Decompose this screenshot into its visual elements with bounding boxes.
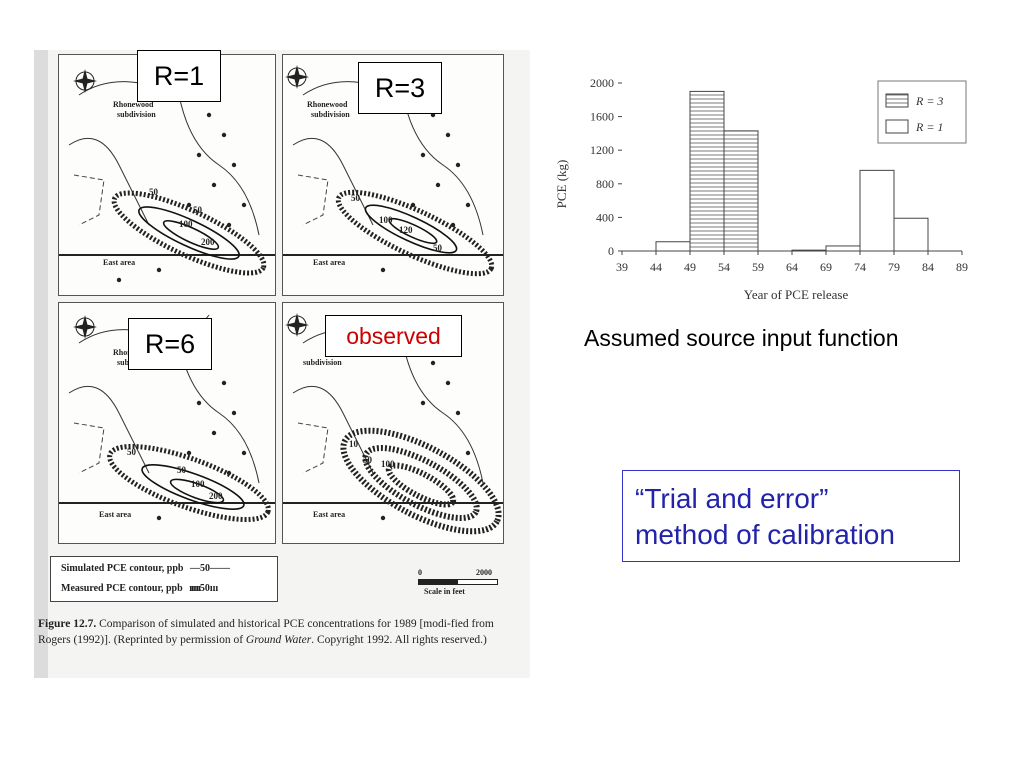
contour-label: 50 bbox=[149, 187, 159, 197]
y-tick-label: 2000 bbox=[590, 76, 614, 90]
x-tick-label: 69 bbox=[820, 260, 832, 274]
x-tick-label: 64 bbox=[786, 260, 798, 274]
north-arrow-icon bbox=[73, 69, 97, 93]
contour-label: 100 bbox=[191, 479, 205, 489]
legend-entry: R = 1 bbox=[915, 120, 943, 134]
assumed-source-label: Assumed source input function bbox=[584, 325, 899, 351]
map-drawing-observed: subdivision East area 10 100 50 bbox=[283, 313, 503, 535]
x-tick-label: 44 bbox=[650, 260, 662, 274]
map-label-subdivision-2: subdivision bbox=[117, 110, 156, 119]
histogram-bar bbox=[791, 249, 827, 252]
histogram-bar bbox=[723, 130, 759, 252]
y-axis-label: PCE (kg) bbox=[554, 160, 569, 209]
x-tick-label: 74 bbox=[854, 260, 866, 274]
x-tick-label: 54 bbox=[718, 260, 730, 274]
scanned-figure: Rhonewood subdivision East area 50 50 10… bbox=[34, 50, 530, 678]
trial-and-error-callout: “Trial and error” method of calibration bbox=[622, 470, 960, 562]
panel-label-r6: R=6 bbox=[128, 318, 212, 370]
contour-label: 120 bbox=[399, 225, 413, 235]
histogram-bar bbox=[825, 245, 861, 252]
contour-label: 10 bbox=[349, 439, 359, 449]
x-tick-label: 49 bbox=[684, 260, 696, 274]
x-tick-label: 59 bbox=[752, 260, 764, 274]
legend-measured: Measured PCE contour, ppb ıııııı50ııı bbox=[61, 583, 219, 594]
histogram-bar bbox=[655, 241, 691, 252]
x-axis-label: Year of PCE release bbox=[744, 287, 849, 302]
x-tick-label: 84 bbox=[922, 260, 934, 274]
scale-bar: 0 2000 Scale in feet bbox=[418, 568, 508, 602]
map-label-east-area: East area bbox=[313, 258, 345, 267]
y-tick-label: 400 bbox=[596, 210, 614, 224]
north-arrow-icon bbox=[285, 65, 309, 89]
y-tick-label: 0 bbox=[608, 244, 614, 258]
callout-line-2: method of calibration bbox=[635, 519, 895, 550]
map-label-east-area: East area bbox=[103, 258, 135, 267]
contour-label: 100 bbox=[381, 459, 395, 469]
source-input-histogram: 39 44 49 54 59 64 69 74 79 84 89 0 400 800 1200 1600 200… bbox=[554, 76, 968, 302]
legend-entry: R = 3 bbox=[915, 94, 943, 108]
y-tick-label: 1600 bbox=[590, 110, 614, 124]
figure-caption: Figure 12.7. Comparison of simulated and… bbox=[38, 618, 494, 646]
map-label-east-area: East area bbox=[99, 510, 131, 519]
contour-label: 100 bbox=[179, 219, 193, 229]
contour-label: 200 bbox=[201, 237, 215, 247]
contour-label: 200 bbox=[209, 491, 223, 501]
legend-simulated: Simulated PCE contour, ppb —50—— bbox=[61, 563, 230, 574]
north-arrow-icon bbox=[73, 315, 97, 339]
map-panel-observed: subdivision East area 10 100 50 bbox=[282, 302, 504, 544]
histogram-bar bbox=[859, 169, 895, 252]
map-label-subdivision: Rhonewood bbox=[113, 100, 154, 109]
x-tick-label: 89 bbox=[956, 260, 968, 274]
contour-label: 50 bbox=[127, 447, 137, 457]
contour-label: 50 bbox=[177, 465, 187, 475]
contour-label: 50 bbox=[193, 205, 203, 215]
map-label-subdivision: Rhonewood bbox=[307, 100, 348, 109]
scale-bar-graphic bbox=[418, 579, 498, 585]
panel-label-observed: observed bbox=[325, 315, 462, 357]
legend-swatch bbox=[885, 93, 909, 108]
panel-label-r1: R=1 bbox=[137, 50, 221, 102]
legend-swatch bbox=[885, 119, 909, 134]
contour-label: 50 bbox=[433, 243, 443, 253]
contour-legend: Simulated PCE contour, ppb —50—— Measure… bbox=[50, 556, 278, 602]
y-tick-label: 1200 bbox=[590, 143, 614, 157]
contour-label: 100 bbox=[379, 215, 393, 225]
x-tick-label: 79 bbox=[888, 260, 900, 274]
contour-label: 50 bbox=[351, 193, 361, 203]
y-tick-label: 800 bbox=[596, 177, 614, 191]
contour-label: 50 bbox=[363, 455, 373, 465]
map-label-subdivision: subdivision bbox=[303, 358, 342, 367]
panel-label-r3: R=3 bbox=[358, 62, 442, 114]
map-label-subdivision-2: subdivision bbox=[311, 110, 350, 119]
histogram-bar bbox=[893, 217, 929, 252]
scan-shadow-edge bbox=[34, 50, 48, 678]
map-label-east-area: East area bbox=[313, 510, 345, 519]
callout-line-1: “Trial and error” bbox=[635, 483, 829, 514]
histogram-bar bbox=[689, 90, 725, 252]
north-arrow-icon bbox=[285, 313, 309, 337]
x-tick-label: 39 bbox=[616, 260, 628, 274]
